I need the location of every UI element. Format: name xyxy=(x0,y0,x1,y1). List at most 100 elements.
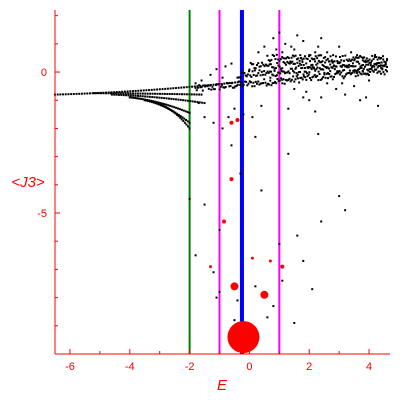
band-point xyxy=(353,59,356,62)
band-point xyxy=(294,54,297,57)
scatter-point xyxy=(215,296,218,299)
scatter-point xyxy=(341,82,344,85)
band-point xyxy=(241,85,244,88)
branch-point xyxy=(191,100,194,103)
band-point xyxy=(336,72,339,75)
band-point xyxy=(266,82,269,85)
branch-point xyxy=(203,102,206,105)
scatter-point xyxy=(236,299,239,302)
band-point xyxy=(355,56,358,59)
branch-point xyxy=(177,115,180,118)
branch-point xyxy=(112,92,115,95)
band-point xyxy=(207,87,210,90)
band-point xyxy=(359,67,362,70)
band-point xyxy=(331,66,334,69)
band-point xyxy=(279,67,282,70)
band-point xyxy=(363,65,366,68)
scatter-point xyxy=(284,42,287,45)
band-point xyxy=(308,55,311,58)
band-point xyxy=(345,73,348,76)
band-point xyxy=(250,75,253,78)
band-point xyxy=(341,69,344,72)
band-point xyxy=(274,58,277,61)
band-point xyxy=(359,72,362,75)
band-point xyxy=(314,55,317,58)
band-point xyxy=(312,58,315,61)
scatter-point xyxy=(188,197,191,200)
branch-point xyxy=(161,102,164,105)
band-point xyxy=(377,61,380,64)
band-point xyxy=(330,60,333,63)
branch-point xyxy=(121,90,124,93)
scatter-point xyxy=(377,104,380,107)
band-point xyxy=(386,65,389,68)
band-point xyxy=(352,65,355,68)
band-point xyxy=(296,61,299,64)
branch-point xyxy=(173,106,176,109)
band-point xyxy=(330,75,333,78)
band-point xyxy=(237,76,240,79)
band-point xyxy=(286,71,289,74)
branch-point xyxy=(97,92,100,95)
band-point xyxy=(293,62,296,65)
band-point xyxy=(289,80,292,83)
band-point xyxy=(323,73,326,76)
branch-point xyxy=(185,93,188,96)
band-point xyxy=(281,70,284,73)
band-point xyxy=(198,84,201,87)
band-point xyxy=(299,76,302,79)
scatter-point xyxy=(215,68,218,71)
branch-point xyxy=(115,91,118,94)
branch-point xyxy=(188,111,191,114)
band-point xyxy=(271,73,274,76)
band-point xyxy=(328,67,331,70)
band-point xyxy=(281,56,284,59)
branch-point xyxy=(166,87,169,90)
band-point xyxy=(298,81,301,84)
branch-point xyxy=(179,115,182,118)
band-point xyxy=(283,82,286,85)
scatter-point xyxy=(200,79,203,82)
band-point xyxy=(358,62,361,65)
band-point xyxy=(298,59,301,62)
scatter-point xyxy=(263,45,266,48)
band-point xyxy=(331,78,334,81)
band-point xyxy=(336,60,339,63)
band-point xyxy=(320,54,323,57)
branch-point xyxy=(64,93,67,96)
band-point xyxy=(296,73,299,76)
band-point xyxy=(295,72,298,75)
scatter-point xyxy=(194,254,197,257)
branch-point xyxy=(184,110,187,113)
band-point xyxy=(352,69,355,72)
scatter-point xyxy=(203,203,206,206)
band-point xyxy=(295,58,298,61)
branch-point xyxy=(188,93,191,96)
scatter-point xyxy=(221,127,224,130)
band-point xyxy=(263,65,266,68)
band-point xyxy=(304,55,307,58)
band-point xyxy=(212,88,215,91)
scatter-point xyxy=(320,96,323,99)
band-point xyxy=(315,68,318,71)
branch-point xyxy=(156,88,159,91)
scatter-point xyxy=(254,285,257,288)
band-point xyxy=(353,71,356,74)
band-point xyxy=(307,66,310,69)
branch-point xyxy=(178,108,181,111)
band-point xyxy=(335,65,338,68)
band-point xyxy=(265,84,268,87)
band-point xyxy=(378,61,381,64)
band-point xyxy=(365,60,368,63)
branch-point xyxy=(150,88,153,91)
band-point xyxy=(267,59,270,62)
branch-point xyxy=(151,92,154,95)
branch-point xyxy=(191,85,194,88)
band-point xyxy=(233,86,236,89)
band-point xyxy=(325,72,328,75)
x-tick-label: -4 xyxy=(125,361,135,373)
band-point xyxy=(264,81,267,84)
branch-point xyxy=(180,118,183,121)
scatter-point xyxy=(293,48,296,51)
highlighted-points xyxy=(209,117,285,354)
